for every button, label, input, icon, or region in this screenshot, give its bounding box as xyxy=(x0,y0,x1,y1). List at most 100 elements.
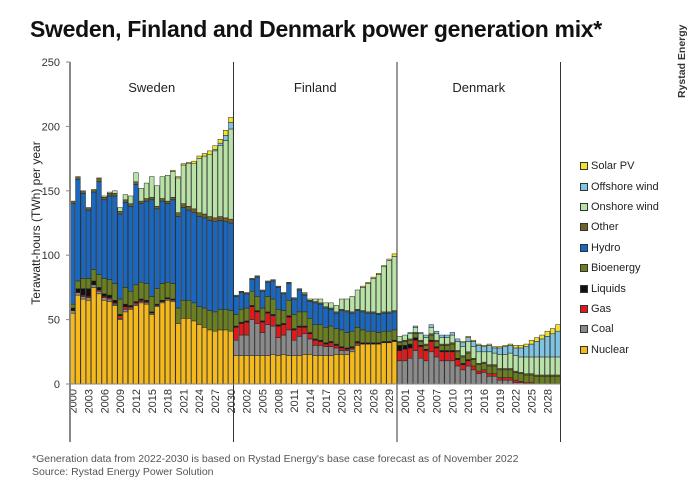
bar-sweden-bio-2001 xyxy=(75,280,81,289)
bar-denmark-onshore-2029 xyxy=(550,356,556,376)
bar-sweden-solar-2027 xyxy=(212,145,218,150)
bar-sweden-liquids-2006 xyxy=(101,293,107,297)
bar-denmark-offshore-2012 xyxy=(460,342,466,347)
bar-denmark-solar-2028 xyxy=(544,330,550,337)
bar-denmark-coal-2021 xyxy=(507,379,513,385)
bar-sweden-other-2004 xyxy=(91,189,97,193)
bar-sweden-nuclear-2023 xyxy=(191,320,197,385)
bar-finland-onshore-2030 xyxy=(391,256,397,311)
bar-sweden-coal-2003 xyxy=(85,297,92,301)
bar-denmark-onshore-2011 xyxy=(455,341,461,351)
bar-denmark-solar-2029 xyxy=(550,328,556,335)
x-tick-label: 2013 xyxy=(463,389,475,413)
bar-denmark-gas-2010 xyxy=(449,351,455,362)
bar-denmark-offshore-2030 xyxy=(555,330,561,358)
bar-sweden-onshore-2015 xyxy=(149,176,155,198)
bar-sweden-nuclear-2014 xyxy=(143,303,150,385)
y-tick-label: 0 xyxy=(54,379,60,391)
bar-sweden-bio-2017 xyxy=(159,283,165,301)
legend-item-coal: Coal xyxy=(580,319,659,339)
bar-finland-other-2005 xyxy=(259,289,266,292)
bar-finland-bio-2006 xyxy=(265,296,271,313)
bar-finland-hydro-2005 xyxy=(259,291,266,309)
bar-sweden-coal-2010 xyxy=(122,309,128,313)
bar-sweden-nuclear-2009 xyxy=(117,319,123,385)
legend-swatch xyxy=(580,202,588,211)
bar-denmark-offshore-2018 xyxy=(491,347,498,354)
bar-sweden-onshore-2007 xyxy=(106,191,113,194)
bar-sweden-bio-2004 xyxy=(91,269,97,282)
bar-denmark-onshore-2009 xyxy=(444,337,450,345)
bar-finland-bio-2009 xyxy=(281,310,287,324)
bar-sweden-bio-2023 xyxy=(191,302,197,322)
bar-finland-coal-2011 xyxy=(291,339,297,356)
x-tick-label: 2006 xyxy=(99,389,111,413)
bar-sweden-nuclear-2016 xyxy=(154,306,160,385)
bar-sweden-solar-2025 xyxy=(201,153,208,157)
bar-finland-gas-2007 xyxy=(270,315,276,327)
bar-finland-gas-2020 xyxy=(339,347,345,351)
bar-sweden-other-2029 xyxy=(223,217,229,222)
bar-finland-onshore-2019 xyxy=(333,305,339,313)
bar-finland-other-2000 xyxy=(233,294,239,297)
bar-finland-other-2010 xyxy=(286,281,292,284)
legend-swatch xyxy=(580,304,588,313)
bar-sweden-gas-2010 xyxy=(122,306,128,310)
bar-denmark-coal-2008 xyxy=(439,360,445,385)
bar-sweden-liquids-2003 xyxy=(85,288,92,297)
bar-denmark-bio-2025 xyxy=(528,374,535,383)
bar-denmark-bio-2029 xyxy=(550,376,556,385)
bar-finland-solar-2029 xyxy=(386,258,392,261)
bar-sweden-nuclear-2021 xyxy=(180,318,186,385)
bar-sweden-hydro-2007 xyxy=(106,195,113,280)
bar-sweden-hydro-2004 xyxy=(91,191,97,270)
bar-sweden-nuclear-2002 xyxy=(80,298,86,385)
bar-finland-hydro-2018 xyxy=(328,309,334,327)
bar-sweden-bio-2003 xyxy=(85,278,92,289)
bar-sweden-bio-2021 xyxy=(180,300,186,319)
bar-finland-nuclear-2012 xyxy=(296,355,303,385)
bar-finland-coal-2017 xyxy=(323,346,329,356)
x-tick-label: 2008 xyxy=(273,389,285,413)
bar-denmark-bio-2019 xyxy=(497,369,503,378)
bar-finland-hydro-2008 xyxy=(275,287,281,310)
bar-sweden-nuclear-2027 xyxy=(212,330,218,385)
bar-finland-onshore-2024 xyxy=(360,287,366,311)
panel-label-denmark: Denmark xyxy=(452,80,505,95)
bar-denmark-onshore-2027 xyxy=(539,356,545,376)
bar-finland-bio-2001 xyxy=(238,309,244,323)
x-tick-label: 2001 xyxy=(400,389,412,413)
y-tick-label: 100 xyxy=(42,250,60,262)
bar-sweden-other-2007 xyxy=(106,193,113,197)
bar-sweden-nuclear-2029 xyxy=(223,329,229,385)
bar-finland-other-2011 xyxy=(291,297,297,300)
bar-denmark-solar-2017 xyxy=(486,343,492,346)
bar-sweden-bio-2025 xyxy=(201,307,208,328)
legend-swatch xyxy=(580,345,588,354)
bar-finland-nuclear-2004 xyxy=(254,355,260,385)
bar-finland-coal-2000 xyxy=(233,339,239,356)
bar-sweden-onshore-2006 xyxy=(101,195,107,198)
x-tick-label: 2022 xyxy=(511,389,523,413)
bar-sweden-onshore-2020 xyxy=(175,177,181,213)
bar-sweden-nuclear-2011 xyxy=(128,309,134,385)
bar-finland-gas-2017 xyxy=(323,343,329,347)
bar-sweden-coal-2004 xyxy=(91,284,97,288)
bar-sweden-hydro-2018 xyxy=(164,203,171,283)
bar-denmark-gas-2011 xyxy=(455,359,461,367)
bar-sweden-onshore-2014 xyxy=(143,182,150,199)
y-axis-label: Terawatt-hours (TWh) per year xyxy=(29,141,43,304)
bar-finland-hydro-2001 xyxy=(238,292,244,310)
bar-sweden-bio-2006 xyxy=(101,278,107,295)
bar-denmark-coal-2020 xyxy=(502,379,508,385)
bar-sweden-nuclear-2015 xyxy=(149,314,155,385)
bar-finland-other-2002 xyxy=(244,292,250,295)
bar-sweden-liquids-2008 xyxy=(112,300,118,304)
legend-swatch xyxy=(580,182,588,191)
bar-denmark-offshore-2022 xyxy=(513,347,519,356)
bar-sweden-onshore-2008 xyxy=(112,190,118,194)
bar-finland-bio-2027 xyxy=(375,332,382,344)
bar-denmark-offshore-2007 xyxy=(433,330,440,335)
bar-finland-nuclear-2022 xyxy=(349,351,355,385)
bar-denmark-coal-2015 xyxy=(476,373,482,385)
